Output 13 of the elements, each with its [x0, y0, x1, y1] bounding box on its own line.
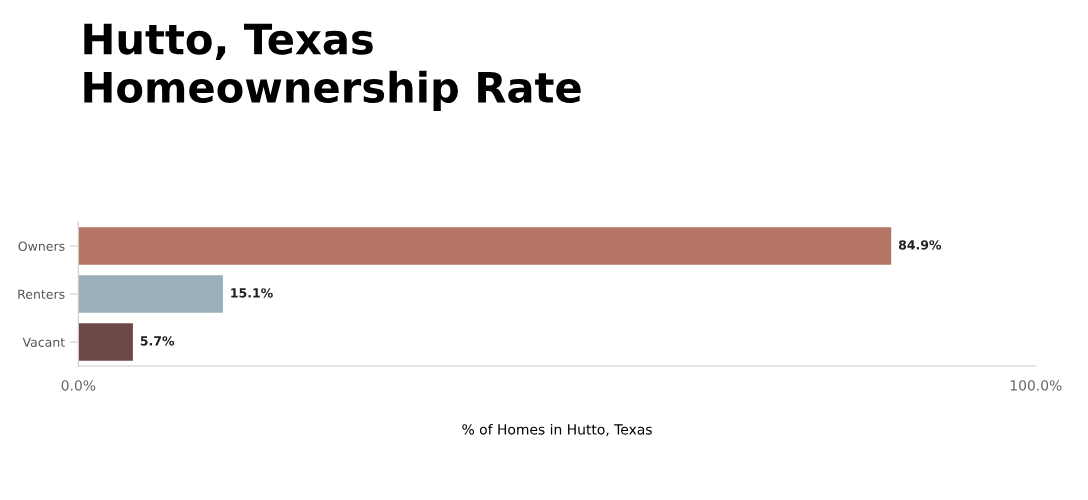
- data-label: 84.9%: [898, 240, 942, 250]
- bar: [78, 227, 892, 265]
- chart-title: Hutto, Texas Homeownership Rate: [84, 23, 581, 112]
- x-tick-label: 0.0%: [61, 380, 96, 391]
- y-tick-label: Vacant: [22, 337, 65, 347]
- x-tick-label: 100.0%: [1010, 380, 1062, 391]
- bar: [78, 323, 133, 361]
- bar: [78, 275, 223, 313]
- y-tick-label: Owners: [18, 241, 65, 251]
- data-label: 15.1%: [231, 288, 273, 298]
- x-axis-title: % of Homes in Hutto, Texas: [462, 423, 652, 437]
- y-tick-label: Renters: [18, 289, 65, 299]
- data-label: 5.7%: [140, 336, 175, 346]
